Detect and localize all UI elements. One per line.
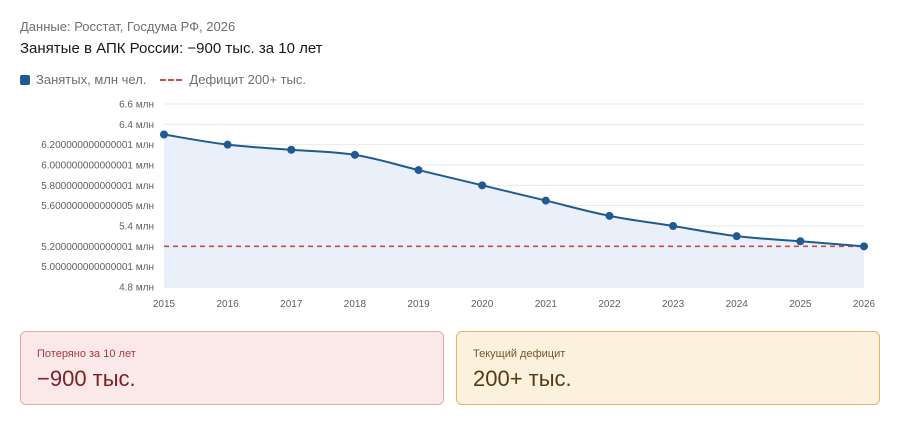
y-tick-label: 6.4 млн (119, 120, 154, 131)
lost-card-label: Потеряно за 10 лет (37, 348, 136, 360)
data-point-employed (350, 150, 359, 159)
line-chart: 4.8 млн 5.000000000000001 млн 5.2000000000… (41, 100, 876, 311)
x-tick-label: 2025 (789, 299, 812, 310)
y-tick-label: 5.600000000000005 млн (41, 201, 154, 212)
data-point-employed (605, 211, 614, 220)
x-tick-label: 2015 (153, 299, 176, 310)
legend-label-deficit: Дефицит 200+ тыс. (189, 72, 306, 87)
legend-item-deficit: Дефицит 200+ тыс. (160, 72, 306, 87)
data-point-employed (223, 140, 232, 149)
x-tick-label: 2023 (662, 299, 685, 310)
y-tick-label: 6.000000000000001 млн (41, 161, 154, 172)
x-tick-label: 2020 (471, 299, 494, 310)
data-point-employed (160, 130, 168, 139)
x-tick-label: 2019 (407, 299, 430, 310)
y-tick-label: 4.8 млн (119, 283, 154, 294)
legend-swatch-employed (20, 74, 30, 85)
legend-label-employed: Занятых, млн чел. (36, 72, 147, 87)
data-point-employed (732, 232, 741, 241)
lost-card-value: −900 тыс. (37, 366, 136, 391)
y-tick-label: 5.800000000000001 млн (41, 181, 154, 192)
x-tick-label: 2018 (344, 299, 367, 310)
x-tick-label: 2016 (217, 299, 240, 310)
legend-swatch-deficit (160, 78, 183, 81)
data-point-employed (287, 145, 296, 154)
lost-card: Потеряно за 10 лет −900 тыс. (20, 331, 444, 405)
data-source-note: Данные: Росстат, Госдума РФ, 2026 (20, 19, 236, 34)
data-point-employed (478, 181, 487, 190)
data-point-employed (669, 222, 678, 230)
y-tick-label: 6.6 млн (119, 100, 154, 111)
data-point-employed (541, 196, 550, 205)
x-tick-label: 2021 (535, 299, 558, 310)
y-tick-label: 5.000000000000001 млн (41, 262, 154, 273)
x-tick-label: 2026 (853, 299, 876, 310)
chart-title: Занятые в АПК России: −900 тыс. за 10 ле… (20, 40, 323, 57)
legend-item-employed: Занятых, млн чел. (20, 72, 146, 87)
deficit-card-label: Текущий дефицит (473, 348, 566, 360)
data-point-employed (860, 242, 868, 251)
x-tick-label: 2024 (726, 299, 749, 310)
x-tick-label: 2022 (598, 299, 621, 310)
deficit-card-value: 200+ тыс. (473, 366, 572, 391)
y-tick-label: 5.4 млн (119, 222, 154, 233)
y-tick-label: 5.200000000000001 млн (41, 242, 154, 253)
data-point-employed (796, 237, 805, 246)
series-area-employed (164, 134, 864, 287)
x-tick-label: 2017 (280, 299, 303, 310)
deficit-card: Текущий дефицит 200+ тыс. (456, 331, 880, 405)
data-point-employed (414, 166, 423, 175)
y-tick-label: 6.200000000000001 млн (41, 140, 154, 151)
chart-legend: Занятых, млн чел. Дефицит 200+ тыс. (20, 72, 320, 87)
